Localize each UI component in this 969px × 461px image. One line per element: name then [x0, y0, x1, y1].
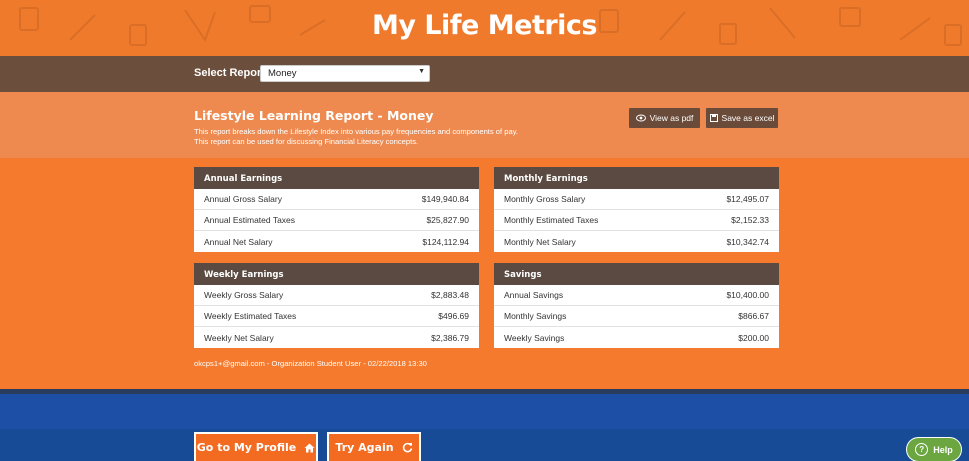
save-excel-label: Save as excel [721, 113, 775, 123]
table-row: Weekly Savings $200.00 [494, 327, 779, 348]
row-value: $200.00 [738, 332, 769, 343]
row-value: $496.69 [438, 311, 469, 321]
row-label: Weekly Net Salary [204, 332, 274, 343]
table-row: Weekly Gross Salary $2,883.48 [194, 285, 479, 306]
row-label: Monthly Savings [504, 311, 567, 321]
school-supplies-pattern [19, 5, 962, 46]
savings-panel: Savings Annual Savings $10,400.00 Monthly… [494, 263, 779, 348]
panel-title: Monthly Earnings [494, 167, 779, 189]
table-row: Weekly Net Salary $2,386.79 [194, 327, 479, 348]
row-value: $25,827.90 [426, 215, 469, 225]
row-label: Weekly Gross Salary [204, 290, 284, 300]
blue-band [0, 394, 969, 429]
table-row: Weekly Estimated Taxes $496.69 [194, 306, 479, 327]
table-row: Annual Net Salary $124,112.94 [194, 231, 479, 252]
report-title: Lifestyle Learning Report - Money [194, 108, 434, 123]
question-icon: ? [915, 443, 929, 456]
table-row: Annual Savings $10,400.00 [494, 285, 779, 306]
row-value: $149,940.84 [421, 194, 469, 204]
row-value: $12,495.07 [726, 194, 769, 204]
help-label: Help [933, 444, 953, 455]
report-select[interactable]: Money ▼ [260, 65, 430, 82]
retry-button-label: Try Again [335, 441, 394, 454]
table-row: Annual Estimated Taxes $25,827.90 [194, 210, 479, 231]
view-pdf-button[interactable]: View as pdf [629, 108, 700, 128]
row-label: Monthly Estimated Taxes [504, 215, 599, 225]
divider [0, 389, 969, 394]
report-content [0, 158, 969, 389]
row-value: $10,400.00 [726, 290, 769, 300]
user-info-line: okcps1+@gmail.com - Organization Student… [194, 359, 427, 368]
row-label: Monthly Net Salary [504, 236, 576, 247]
select-report-label: Select Report [194, 67, 265, 79]
weekly-earnings-panel: Weekly Earnings Weekly Gross Salary $2,88… [194, 263, 479, 348]
panel-title: Annual Earnings [194, 167, 479, 189]
monthly-earnings-panel: Monthly Earnings Monthly Gross Salary $12… [494, 167, 779, 252]
panel-title: Savings [494, 263, 779, 285]
row-label: Weekly Savings [504, 332, 565, 343]
try-again-button[interactable]: Try Again [327, 432, 421, 461]
app-title: My Life Metrics [371, 10, 598, 41]
table-row: Monthly Savings $866.67 [494, 306, 779, 327]
row-label: Annual Net Salary [204, 236, 273, 247]
refresh-icon [402, 442, 412, 453]
profile-button-label: Go to My Profile [196, 441, 297, 454]
row-label: Annual Savings [504, 290, 564, 300]
save-excel-button[interactable]: Save as excel [706, 108, 778, 128]
annual-earnings-panel: Annual Earnings Annual Gross Salary $149,… [194, 167, 479, 252]
view-pdf-label: View as pdf [649, 113, 694, 123]
row-value: $10,342.74 [726, 236, 769, 247]
table-row: Monthly Estimated Taxes $2,152.33 [494, 210, 779, 231]
row-value: $124,112.94 [422, 236, 469, 247]
row-label: Annual Gross Salary [204, 194, 282, 204]
report-select-value: Money [268, 68, 297, 79]
panel-title: Weekly Earnings [194, 263, 479, 285]
row-label: Annual Estimated Taxes [204, 215, 296, 225]
bottom-action-bar [0, 429, 969, 461]
chevron-down-icon: ▼ [418, 68, 425, 75]
row-value: $2,386.79 [431, 332, 469, 343]
header-banner: My Life Metrics [0, 0, 969, 56]
help-button[interactable]: ? Help [906, 437, 962, 461]
go-to-profile-button[interactable]: Go to My Profile [194, 432, 318, 461]
save-icon [709, 114, 718, 122]
home-icon [304, 443, 315, 452]
row-value: $2,152.33 [731, 215, 769, 225]
table-row: Annual Gross Salary $149,940.84 [194, 189, 479, 210]
eye-icon [635, 114, 646, 122]
row-label: Monthly Gross Salary [504, 194, 586, 204]
row-label: Weekly Estimated Taxes [204, 311, 297, 321]
report-header: Lifestyle Learning Report - Money This r… [0, 92, 969, 158]
table-row: Monthly Net Salary $10,342.74 [494, 231, 779, 252]
report-description: This report breaks down the Lifestyle In… [194, 127, 519, 146]
row-value: $866.67 [738, 311, 769, 321]
row-value: $2,883.48 [431, 290, 469, 300]
report-select-bar: Select Report Money ▼ [0, 56, 969, 92]
table-row: Monthly Gross Salary $12,495.07 [494, 189, 779, 210]
